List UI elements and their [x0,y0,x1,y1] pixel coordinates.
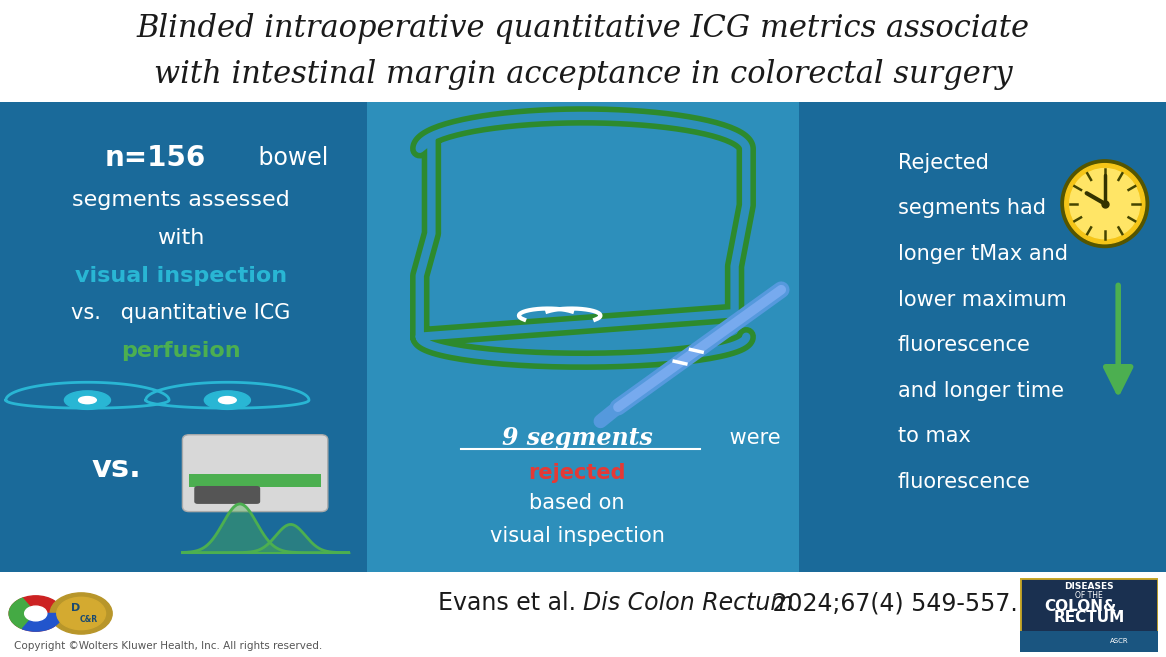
FancyBboxPatch shape [799,102,1166,572]
Text: OF THE: OF THE [1075,591,1103,600]
FancyBboxPatch shape [1020,578,1158,652]
Text: n=156: n=156 [105,144,206,172]
FancyBboxPatch shape [367,102,799,572]
Text: ASCR: ASCR [1110,639,1129,645]
Text: Copyright ©Wolters Kluwer Health, Inc. All rights reserved.: Copyright ©Wolters Kluwer Health, Inc. A… [14,641,322,650]
Text: with: with [157,228,204,248]
Text: fluorescence: fluorescence [898,335,1031,355]
Text: and longer time: and longer time [898,381,1063,401]
Text: D: D [71,602,80,612]
Circle shape [64,391,111,409]
FancyBboxPatch shape [0,102,367,572]
Text: RECTUM: RECTUM [1053,610,1125,625]
Circle shape [50,593,112,634]
Text: segments had: segments had [898,198,1046,219]
Text: Dis Colon Rectum: Dis Colon Rectum [583,591,793,615]
Text: longer tMax and: longer tMax and [898,244,1068,264]
Text: vs.: vs. [92,454,141,483]
Circle shape [1061,160,1149,248]
Text: 2024;67(4) 549-557.: 2024;67(4) 549-557. [765,591,1018,615]
FancyBboxPatch shape [1020,631,1158,652]
Text: with intestinal margin acceptance in colorectal surgery: with intestinal margin acceptance in col… [154,59,1012,90]
Text: 9 segments: 9 segments [501,426,653,449]
Circle shape [78,397,97,403]
Wedge shape [22,614,62,631]
Circle shape [57,597,106,629]
Text: rejected: rejected [528,463,626,483]
Circle shape [1065,164,1145,244]
Text: visual inspection: visual inspection [75,265,287,286]
Text: perfusion: perfusion [121,341,240,361]
Wedge shape [9,598,36,629]
FancyBboxPatch shape [182,435,328,512]
Text: based on: based on [529,493,625,514]
Text: DISEASES: DISEASES [1065,583,1114,591]
Circle shape [218,397,237,403]
Text: fluorescence: fluorescence [898,472,1031,492]
Circle shape [24,606,47,621]
Text: C&R: C&R [79,615,98,624]
Text: Blinded intraoperative quantitative ICG metrics associate: Blinded intraoperative quantitative ICG … [136,13,1030,44]
Text: segments assessed: segments assessed [72,191,289,210]
Text: visual inspection: visual inspection [490,526,665,547]
Text: COLON&: COLON& [1045,599,1117,614]
Text: vs.   quantitative ICG: vs. quantitative ICG [71,304,290,323]
Text: lower maximum: lower maximum [898,290,1067,309]
Circle shape [1069,169,1140,238]
Text: Rejected: Rejected [898,153,989,173]
FancyBboxPatch shape [189,474,321,487]
Text: were: were [723,428,780,447]
FancyBboxPatch shape [195,486,260,504]
Circle shape [9,596,62,631]
Text: Evans et al.: Evans et al. [437,591,583,615]
Circle shape [204,391,251,409]
Text: bowel: bowel [251,147,328,170]
Text: to max: to max [898,426,970,446]
